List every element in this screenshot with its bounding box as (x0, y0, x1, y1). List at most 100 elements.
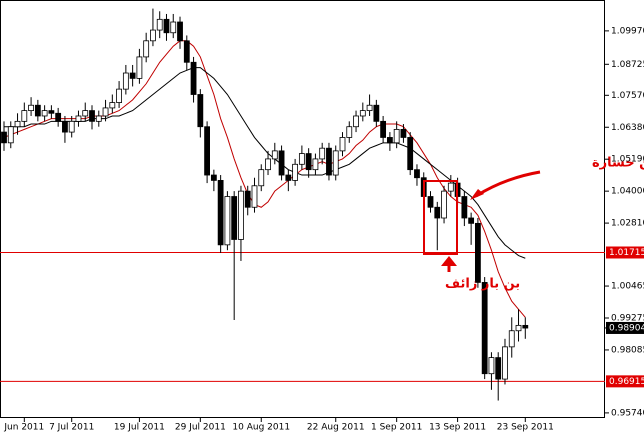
candle-body (271, 150, 278, 160)
candle-body (359, 110, 366, 117)
candle-body (366, 104, 373, 112)
candle-body (55, 112, 62, 122)
x-tick-label: 1 Sep 2011 (371, 423, 422, 433)
candle-body (481, 282, 488, 375)
candle-body (278, 150, 285, 176)
candle-body (332, 150, 339, 176)
x-tick-label: 7 Jul 2011 (49, 423, 94, 433)
candle-body (116, 88, 122, 103)
candle-body (515, 324, 522, 332)
candle-body (75, 115, 82, 122)
candle-body (7, 126, 14, 144)
arrowhead (470, 189, 484, 200)
candle-body (292, 163, 299, 181)
candle-body (82, 110, 89, 117)
candle-body (468, 217, 475, 224)
candle-body (136, 56, 143, 79)
candle-body (474, 222, 481, 283)
candle-body (129, 72, 136, 79)
candle-body (210, 174, 217, 181)
candle-body (238, 190, 244, 240)
candle-body (508, 330, 515, 348)
candle-body (244, 190, 251, 208)
candle-body (312, 158, 319, 171)
highlight-box (423, 180, 458, 255)
candle-body (190, 61, 197, 95)
candle-body (407, 137, 414, 171)
candle-body (150, 29, 156, 42)
x-tick-label: 23 Sep 2011 (497, 423, 554, 433)
candle-body (14, 120, 21, 128)
candle-body (353, 115, 359, 128)
price-label-box (606, 321, 644, 334)
candle-body (156, 18, 163, 31)
candle-body (380, 120, 387, 138)
candle-body (102, 107, 109, 117)
candle-body (143, 40, 150, 58)
candle-body (447, 182, 454, 192)
candle-body (170, 21, 177, 34)
annotation: بيع أسفر عن خسارة (592, 154, 644, 171)
candle-body (305, 153, 312, 171)
candle-body (28, 104, 34, 112)
price-label-box (606, 375, 644, 388)
y-tick-label: 1.04000 (611, 187, 644, 197)
candle-body (62, 120, 68, 133)
y-tick-label: 0.99275 (611, 313, 644, 323)
candle-body (434, 206, 441, 219)
x-tick-label: Jun 2011 (3, 423, 44, 433)
y-tick-label: 1.06380 (611, 123, 644, 133)
price-label: 1.01715 (609, 248, 644, 258)
y-tick-label: 0.98085 (611, 345, 644, 355)
candle-body (177, 21, 183, 42)
price-label: 0.98904 (609, 323, 644, 333)
x-tick-label: 29 Jul 2011 (175, 423, 226, 433)
price-label: 0.96915 (609, 377, 644, 387)
candle-body (502, 346, 508, 380)
candle-body (204, 126, 211, 176)
candle-body (265, 158, 271, 171)
candle-body (231, 196, 238, 240)
candle-body (522, 324, 529, 329)
candle-body (183, 40, 190, 63)
candle-body (393, 129, 400, 144)
candle-body (21, 110, 28, 122)
candle-body (319, 147, 326, 160)
annotation: بن بار زائف (445, 277, 520, 292)
candle-body (1, 131, 7, 144)
candle-body (122, 72, 129, 90)
candle-body (326, 147, 332, 176)
candle-body (427, 196, 434, 208)
candle-body (109, 102, 116, 109)
candle-body (197, 94, 204, 128)
y-tick-label: 1.02810 (611, 219, 644, 229)
price-label-box (606, 246, 644, 259)
candle-body (461, 196, 468, 219)
candle-body (414, 169, 420, 179)
candle-body (373, 104, 380, 122)
candle-body (89, 110, 95, 122)
y-tick-label: 1.08725 (611, 60, 644, 70)
candle-body (488, 357, 495, 375)
y-tick-label: 1.00465 (611, 282, 644, 292)
candle-body (41, 110, 48, 117)
candle-body (298, 153, 305, 165)
candle-body (224, 196, 231, 246)
candle-body (285, 174, 292, 181)
candle-body (339, 137, 346, 152)
x-tick-label: 13 Sep 2011 (429, 423, 486, 433)
plot-frame (0, 0, 605, 418)
candle-body (163, 18, 170, 34)
y-tick-label: 0.95740 (611, 408, 644, 418)
candle-body (386, 137, 393, 144)
arrowhead (441, 256, 457, 266)
candle-body (251, 185, 258, 208)
candle-body (217, 180, 224, 246)
candle-body (441, 190, 447, 219)
candle-body (95, 115, 102, 122)
candle-body (258, 169, 265, 187)
x-tick-label: 19 Jul 2011 (114, 423, 165, 433)
candle-body (346, 126, 353, 138)
candle-body (68, 120, 75, 133)
